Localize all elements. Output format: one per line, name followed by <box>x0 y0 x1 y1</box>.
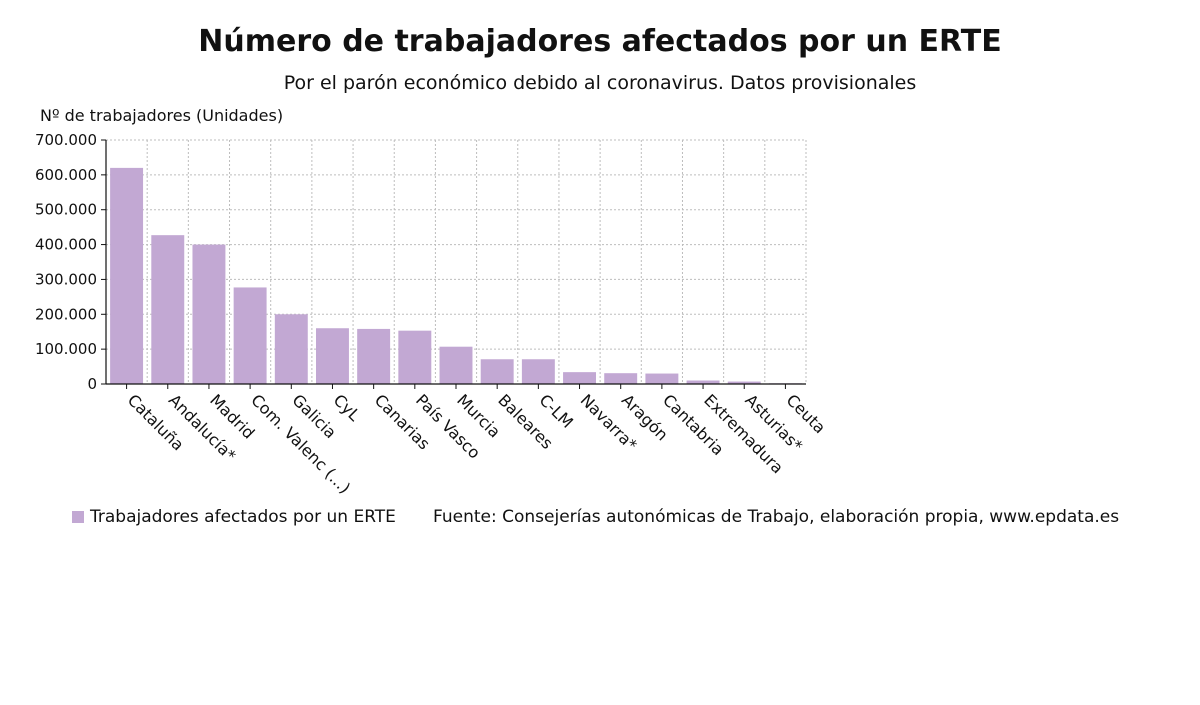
bar <box>151 235 185 384</box>
bar <box>398 330 432 384</box>
y-tick-label: 500.000 <box>35 201 97 219</box>
bar <box>645 373 679 384</box>
bar <box>480 359 514 384</box>
y-tick-label: 200.000 <box>35 305 97 323</box>
y-tick-label: 700.000 <box>35 131 97 149</box>
legend: Trabajadores afectados por un ERTE <box>72 507 396 527</box>
y-tick-label: 0 <box>87 375 97 393</box>
legend-label: Trabajadores afectados por un ERTE <box>90 507 396 527</box>
bar <box>604 373 638 384</box>
bar <box>274 314 308 384</box>
y-tick-label: 400.000 <box>35 236 97 254</box>
bar <box>686 380 720 384</box>
y-tick-label: 300.000 <box>35 270 97 288</box>
bar <box>316 328 349 384</box>
y-axis-label: Nº de trabajadores (Unidades) <box>40 106 283 125</box>
legend-swatch <box>72 511 84 523</box>
bar-chart: Nº de trabajadores (Unidades) 0 100.000 200… <box>35 106 829 497</box>
chart-title: Número de trabajadores afectados por un … <box>198 24 1002 59</box>
bar <box>521 359 555 384</box>
bar <box>727 381 761 384</box>
source-note: Fuente: Consejerías autonómicas de Traba… <box>433 507 1120 527</box>
bar <box>233 287 267 384</box>
bar <box>439 346 473 384</box>
bar <box>192 244 226 384</box>
bar <box>357 328 391 384</box>
y-tick-label: 100.000 <box>35 340 97 358</box>
chart-subtitle: Por el parón económico debido al coronav… <box>283 72 917 94</box>
bar <box>563 372 596 384</box>
y-tick-label: 600.000 <box>35 166 97 184</box>
x-tick-label: CyL <box>330 390 364 424</box>
bar <box>110 167 144 384</box>
